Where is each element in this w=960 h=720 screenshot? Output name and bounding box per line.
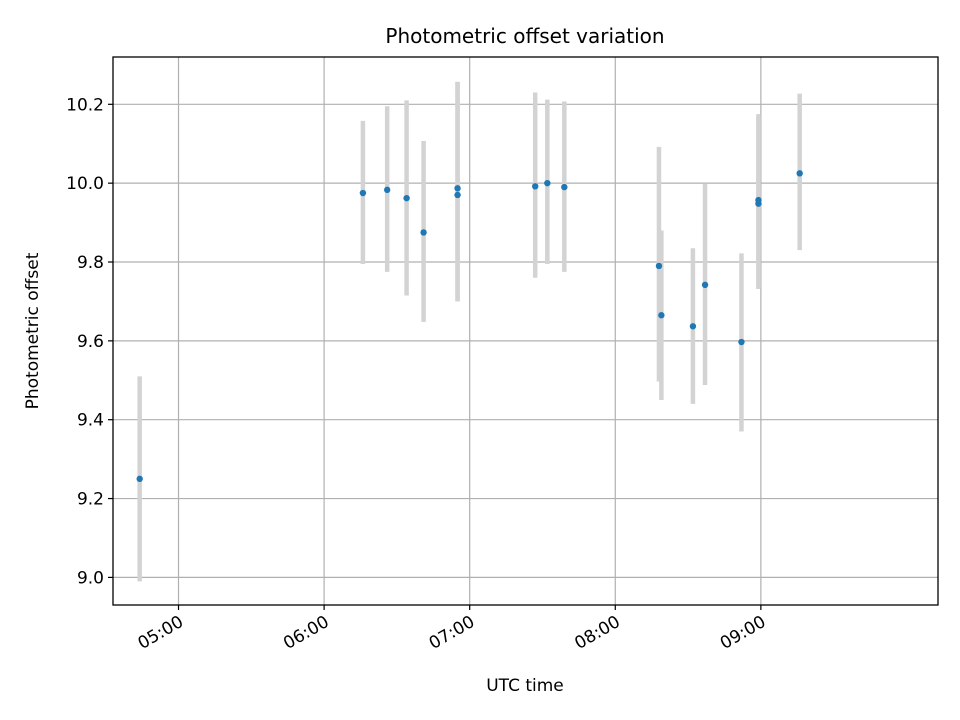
y-tick-label: 9.0	[77, 568, 104, 588]
y-axis-label: Photometric offset	[23, 252, 43, 409]
y-axis: 9.0 9.2 9.4 9.6 9.8 10.0 10.2	[66, 95, 113, 588]
x-axis: 05:00 06:00 07:00 08:00 09:00	[135, 605, 769, 654]
data-point	[658, 312, 665, 319]
y-tick-label: 9.2	[77, 490, 104, 510]
data-point	[454, 191, 461, 199]
x-axis-label: UTC time	[486, 676, 564, 696]
data-point	[383, 186, 391, 194]
y-tick-label: 10.0	[66, 174, 104, 194]
data-point	[403, 194, 410, 202]
x-tick-label: 05:00	[135, 612, 187, 654]
data-point	[532, 183, 539, 190]
data-point	[561, 183, 568, 191]
x-tick-label: 07:00	[426, 612, 478, 654]
y-tick-label: 9.6	[77, 332, 104, 352]
data-point	[689, 323, 697, 330]
grid	[113, 57, 938, 605]
data-point	[544, 179, 551, 187]
x-tick-label: 08:00	[571, 612, 623, 654]
y-tick-label: 9.8	[77, 253, 104, 273]
data-points	[136, 170, 803, 483]
data-point	[755, 196, 762, 204]
data-point	[136, 475, 143, 483]
x-tick-label: 06:00	[280, 612, 332, 654]
data-point	[359, 189, 367, 197]
data-point	[454, 185, 461, 192]
y-tick-label: 9.4	[77, 411, 104, 431]
data-point	[796, 170, 803, 177]
data-point	[655, 262, 663, 270]
x-tick-label: 09:00	[717, 612, 769, 654]
plot-area-frame	[112, 56, 939, 606]
data-point	[701, 281, 709, 289]
data-point	[738, 338, 745, 346]
data-point	[420, 229, 427, 236]
chart-title: Photometric offset variation	[385, 24, 664, 48]
y-tick-label: 10.2	[66, 95, 104, 115]
